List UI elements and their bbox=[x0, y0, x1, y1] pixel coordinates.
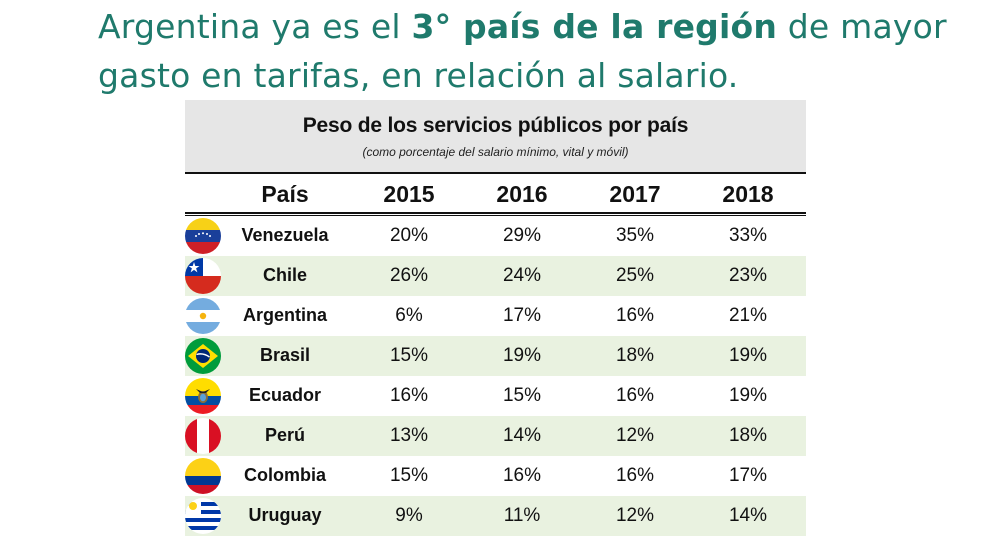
header-country: País bbox=[261, 181, 309, 207]
value-2016: 15% bbox=[502, 385, 542, 406]
country-name: Venezuela bbox=[241, 225, 329, 245]
value-2017: 35% bbox=[615, 225, 655, 246]
argentina-flag-icon bbox=[185, 298, 221, 334]
value-2016: 16% bbox=[502, 465, 542, 486]
value-2015: 6% bbox=[395, 305, 423, 326]
brazil-flag-icon bbox=[185, 338, 221, 374]
value-2018: 17% bbox=[728, 465, 768, 486]
utility-cost-table: Peso de los servicios públicos por país … bbox=[185, 100, 806, 536]
value-2015: 15% bbox=[389, 345, 429, 366]
country-name: Ecuador bbox=[248, 385, 322, 405]
value-2017: 16% bbox=[615, 305, 655, 326]
value-2018: 19% bbox=[728, 385, 768, 406]
value-2018: 18% bbox=[728, 425, 768, 446]
table-row: Chile 26% 24% 25% 23% bbox=[185, 256, 806, 296]
country-name: Perú bbox=[264, 425, 306, 445]
value-2018: 33% bbox=[728, 225, 768, 246]
value-2015: 15% bbox=[389, 465, 429, 486]
value-2016: 24% bbox=[502, 265, 542, 286]
country-name: Uruguay bbox=[248, 505, 322, 525]
value-2016: 14% bbox=[502, 425, 542, 446]
value-2018: 14% bbox=[728, 505, 768, 526]
value-2017: 12% bbox=[615, 425, 655, 446]
ecuador-flag-icon bbox=[185, 378, 221, 414]
table-row: Brasil 15% 19% 18% 19% bbox=[185, 336, 806, 376]
headline-part-1: Argentina ya es el bbox=[98, 7, 412, 46]
table-subtitle: (como porcentaje del salario mínimo, vit… bbox=[362, 145, 629, 159]
chile-flag-icon bbox=[185, 258, 221, 294]
header-top-rule bbox=[185, 172, 806, 174]
header-bottom-rule-thin bbox=[185, 215, 806, 216]
headline-emphasis: 3° país de la región bbox=[411, 7, 778, 46]
value-2015: 9% bbox=[395, 505, 423, 526]
table-row: Venezuela 20% 29% 35% 33% bbox=[185, 216, 806, 256]
value-2017: 12% bbox=[615, 505, 655, 526]
value-2016: 17% bbox=[502, 305, 542, 326]
venezuela-flag-icon bbox=[185, 218, 221, 254]
headline-part-3: de mayor gasto en tarifas, en relación a… bbox=[98, 7, 947, 95]
table-row: Uruguay 9% 11% 12% 14% bbox=[185, 496, 806, 536]
country-name: Chile bbox=[262, 265, 307, 285]
value-2018: 23% bbox=[728, 265, 768, 286]
value-2016: 11% bbox=[503, 505, 541, 526]
table-title: Peso de los servicios públicos por país bbox=[302, 114, 689, 137]
table-row: Colombia 15% 16% 16% 17% bbox=[185, 456, 806, 496]
value-2015: 13% bbox=[389, 425, 429, 446]
value-2017: 25% bbox=[615, 265, 655, 286]
value-2017: 16% bbox=[615, 385, 655, 406]
value-2016: 19% bbox=[502, 345, 542, 366]
value-2015: 26% bbox=[389, 265, 429, 286]
header-2015: 2015 bbox=[383, 181, 435, 207]
country-name: Argentina bbox=[242, 305, 327, 325]
uruguay-flag-icon bbox=[185, 498, 221, 534]
header-2017: 2017 bbox=[609, 181, 661, 207]
table-header-row: País 2015 2016 2017 2018 bbox=[185, 174, 806, 212]
colombia-flag-icon bbox=[185, 458, 221, 494]
country-name: Colombia bbox=[243, 465, 326, 485]
headline: Argentina ya es el 3° país de la región … bbox=[98, 2, 978, 100]
value-2015: 20% bbox=[389, 225, 429, 246]
table-title-band: Peso de los servicios públicos por país … bbox=[185, 100, 806, 172]
country-name: Brasil bbox=[259, 345, 311, 365]
value-2018: 19% bbox=[728, 345, 768, 366]
table-row: Argentina 6% 17% 16% 21% bbox=[185, 296, 806, 336]
value-2018: 21% bbox=[728, 305, 768, 326]
peru-flag-icon bbox=[185, 418, 221, 454]
table-row: Ecuador 16% 15% 16% 19% bbox=[185, 376, 806, 416]
header-bottom-rule bbox=[185, 212, 806, 214]
header-2018: 2018 bbox=[722, 181, 774, 207]
header-2016: 2016 bbox=[496, 181, 548, 207]
value-2016: 29% bbox=[502, 225, 542, 246]
value-2017: 16% bbox=[615, 465, 655, 486]
value-2015: 16% bbox=[389, 385, 429, 406]
value-2017: 18% bbox=[615, 345, 655, 366]
table-row: Perú 13% 14% 12% 18% bbox=[185, 416, 806, 456]
